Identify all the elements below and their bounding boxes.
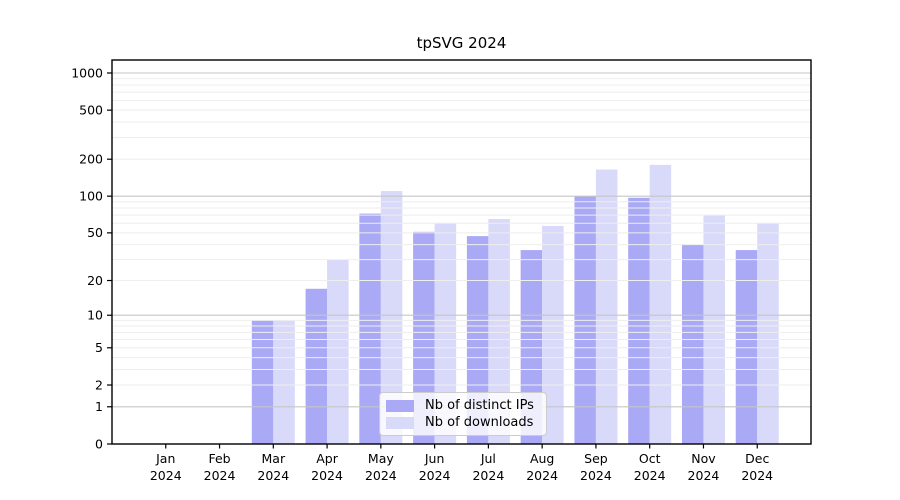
y-tick-label: 5 xyxy=(95,340,103,355)
legend-label-distinct-ips: Nb of distinct IPs xyxy=(425,398,534,413)
bar-downloads-dec xyxy=(757,223,779,444)
x-tick-label-year: 2024 xyxy=(580,468,612,483)
x-tick-label-month: Jan xyxy=(155,451,175,466)
minor-gridlines-layer xyxy=(112,78,811,386)
legend-swatch-distinct-ips xyxy=(386,399,414,412)
bar-ips-dec xyxy=(735,250,758,444)
bar-downloads-jun xyxy=(434,223,457,444)
x-tick-label-year: 2024 xyxy=(311,468,343,483)
x-tick-label-year: 2024 xyxy=(150,468,182,483)
x-tick-label-year: 2024 xyxy=(634,468,666,483)
x-tick-label-year: 2024 xyxy=(741,468,773,483)
bar-downloads-oct xyxy=(649,164,672,444)
x-tick-label-month: Feb xyxy=(208,451,230,466)
x-tick-label-year: 2024 xyxy=(688,468,720,483)
x-tick-label-year: 2024 xyxy=(204,468,236,483)
legend-row-distinct-ips: Nb of distinct IPs xyxy=(386,397,538,414)
x-tick-label-year: 2024 xyxy=(419,468,451,483)
x-tick-label-year: 2024 xyxy=(472,468,504,483)
y-tick-label: 500 xyxy=(79,102,103,117)
bar-downloads-apr xyxy=(327,259,349,444)
y-tick-label: 0 xyxy=(95,436,103,451)
bar-ips-nov xyxy=(681,244,704,444)
x-tick-label-month: Aug xyxy=(530,451,554,466)
x-tick-label-month: Dec xyxy=(745,451,769,466)
x-tick-label-year: 2024 xyxy=(526,468,558,483)
x-tick-label-month: May xyxy=(368,451,394,466)
plot-frame xyxy=(111,59,812,445)
y-tick-label: 50 xyxy=(87,225,103,240)
x-tick-label-month: Oct xyxy=(639,451,661,466)
y-tick-label: 2 xyxy=(95,377,103,392)
x-tick-label-month: Jul xyxy=(480,451,496,466)
legend-swatch-downloads xyxy=(386,416,414,429)
y-tick-label: 1 xyxy=(95,399,103,414)
x-tick-label-month: Nov xyxy=(691,451,716,466)
x-tick-label-year: 2024 xyxy=(365,468,397,483)
bar-downloads-sep xyxy=(595,169,618,444)
bar-ips-apr xyxy=(305,288,328,444)
y-tick-label: 1000 xyxy=(71,65,103,80)
legend-label-downloads: Nb of downloads xyxy=(425,415,534,430)
chart-title: tpSVG 2024 xyxy=(416,34,507,52)
bar-ips-may xyxy=(359,213,381,444)
x-tick-label-year: 2024 xyxy=(257,468,289,483)
x-tick-label-month: Apr xyxy=(316,451,338,466)
bar-downloads-nov xyxy=(703,215,725,444)
bar-ips-jun xyxy=(413,231,435,444)
axes-layer: 0 1 2 5 10 20 50 100 200 500 1000 Jan 2024 Feb 2024 Mar… xyxy=(71,59,812,483)
bar-downloads-may xyxy=(380,191,403,444)
legend: Nb of distinct IPs Nb of downloads xyxy=(379,392,547,436)
x-tick-label-month: Jun xyxy=(424,451,445,466)
x-tick-label-month: Sep xyxy=(584,451,608,466)
y-tick-label: 100 xyxy=(79,188,103,203)
major-gridlines-layer xyxy=(112,72,811,408)
y-tick-label: 20 xyxy=(87,273,103,288)
bar-downloads-jul xyxy=(488,219,510,444)
y-tick-label: 200 xyxy=(79,152,103,167)
x-tick-label-month: Mar xyxy=(262,451,286,466)
y-tick-label: 10 xyxy=(87,308,103,323)
bar-downloads-mar xyxy=(273,320,295,444)
legend-row-downloads: Nb of downloads xyxy=(386,414,538,431)
bar-ips-mar xyxy=(251,320,274,444)
